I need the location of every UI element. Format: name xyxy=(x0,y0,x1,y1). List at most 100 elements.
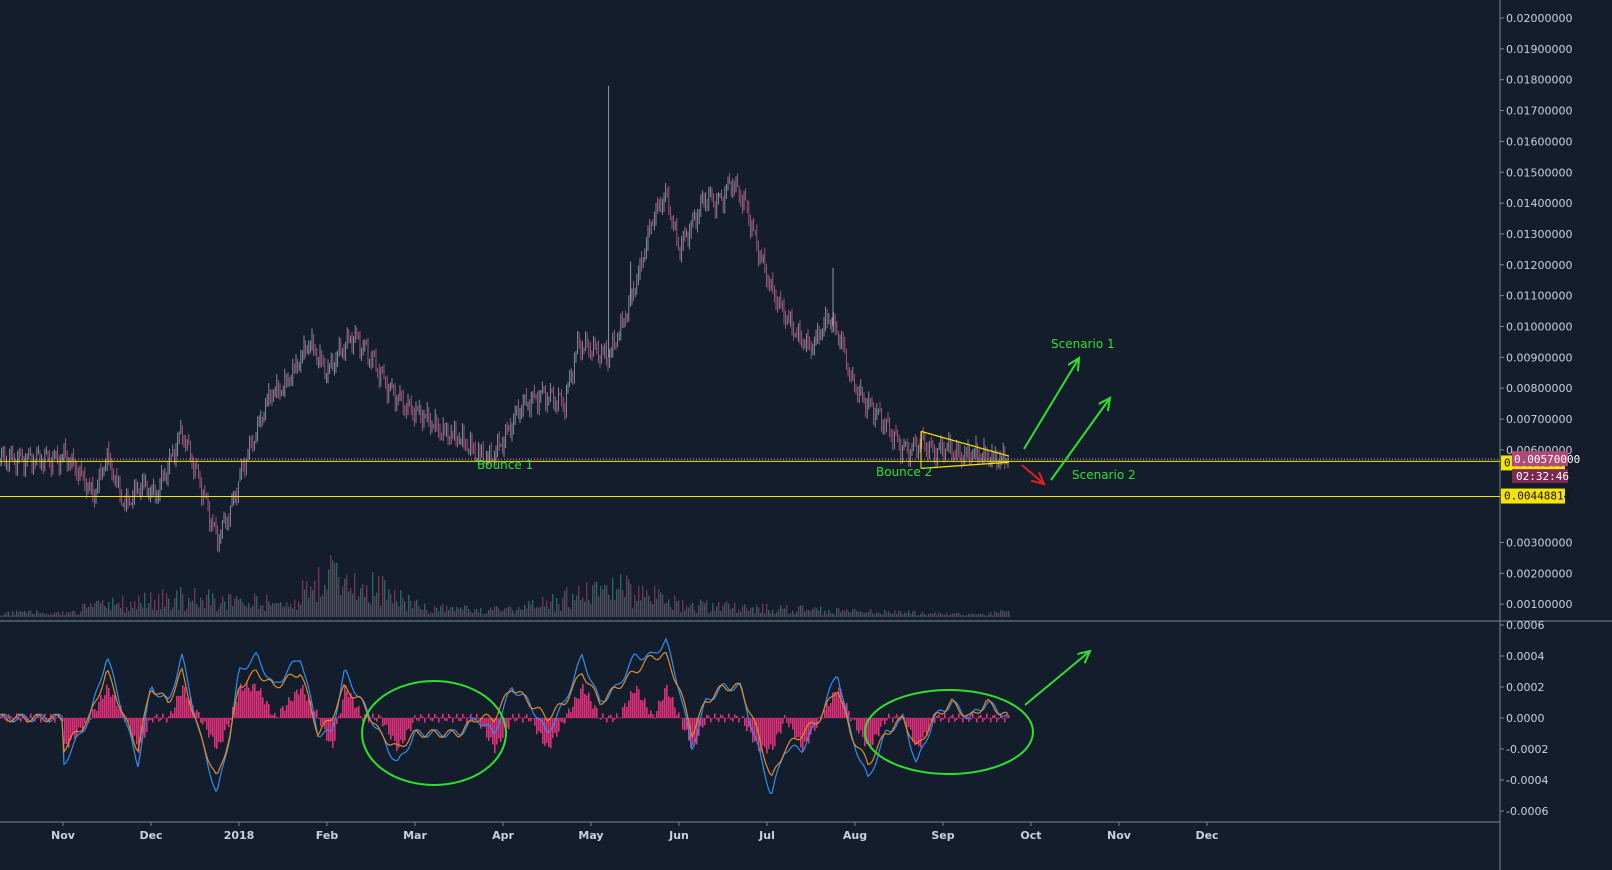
volume-bar xyxy=(694,610,696,617)
volume-bar xyxy=(110,609,112,617)
volume-bar xyxy=(1000,610,1002,617)
volume-bar xyxy=(754,613,756,617)
volume-bar xyxy=(720,611,722,617)
osc-histogram-bar xyxy=(700,718,702,727)
volume-bar xyxy=(962,614,964,617)
osc-histogram-bar xyxy=(38,716,40,718)
volume-bar xyxy=(966,615,968,617)
volume-bar xyxy=(314,580,316,617)
volume-bar xyxy=(722,605,724,617)
volume-bar xyxy=(984,615,986,617)
osc-histogram-bar xyxy=(86,717,88,719)
volume-bar xyxy=(450,607,452,617)
volume-bar xyxy=(304,589,306,617)
osc-histogram-bar xyxy=(612,718,614,722)
volume-bar xyxy=(420,608,422,617)
osc-histogram-bar xyxy=(634,693,636,718)
osc-histogram-bar xyxy=(408,718,410,729)
x-tick-label: Sep xyxy=(931,829,954,842)
osc-histogram-bar xyxy=(334,718,336,741)
volume-bar xyxy=(250,607,252,617)
volume-bar xyxy=(280,602,282,617)
volume-bar xyxy=(814,606,816,617)
osc-histogram-bar xyxy=(216,718,218,749)
volume-bar xyxy=(246,607,248,617)
volume-bar xyxy=(164,606,166,617)
osc-histogram-bar xyxy=(614,718,616,720)
volume-bar xyxy=(244,605,246,617)
osc-histogram-bar xyxy=(562,718,564,723)
volume-bar xyxy=(118,602,120,617)
volume-bar xyxy=(692,602,694,617)
volume-bar xyxy=(346,574,348,617)
volume-bar xyxy=(940,613,942,617)
volume-bar xyxy=(82,603,84,617)
osc-histogram-bar xyxy=(934,718,936,723)
osc-histogram-bar xyxy=(738,718,740,723)
y-tick-label: 0.01500000 xyxy=(1506,166,1572,179)
osc-histogram-bar xyxy=(952,714,954,718)
volume-bar xyxy=(478,612,480,617)
volume-bar xyxy=(50,613,52,617)
volume-bar xyxy=(14,614,16,617)
volume-bar xyxy=(594,581,596,617)
volume-bar xyxy=(268,601,270,617)
osc-histogram-bar xyxy=(884,718,886,725)
osc-histogram-bar xyxy=(726,718,728,719)
osc-histogram-bar xyxy=(986,713,988,718)
volume-bar xyxy=(54,612,56,617)
osc-histogram-bar xyxy=(836,694,838,718)
osc-histogram-bar xyxy=(848,710,850,718)
volume-bar xyxy=(436,607,438,617)
osc-histogram-bar xyxy=(30,713,32,718)
volume-bar xyxy=(418,605,420,617)
volume-bar xyxy=(36,610,38,617)
osc-histogram-bar xyxy=(74,718,76,739)
volume-bar xyxy=(798,606,800,617)
osc-histogram-bar xyxy=(786,718,788,723)
osc-histogram-bar xyxy=(102,698,104,718)
osc-histogram-bar xyxy=(540,718,542,733)
osc-histogram-bar xyxy=(416,718,418,721)
osc-histogram-bar xyxy=(242,690,244,718)
osc-histogram-bar xyxy=(354,708,356,718)
volume-bar xyxy=(212,593,214,617)
volume-bar xyxy=(232,606,234,617)
volume-bar xyxy=(272,603,274,617)
volume-bar xyxy=(342,586,344,617)
volume-bar xyxy=(440,606,442,617)
osc-histogram-bar xyxy=(164,717,166,719)
volume-bar xyxy=(648,595,650,617)
scenario-1-arrow xyxy=(1023,358,1079,450)
osc-histogram-bar xyxy=(456,713,458,718)
osc-histogram-bar xyxy=(352,697,354,718)
osc-histogram-bar xyxy=(484,718,486,727)
volume-bar xyxy=(398,606,400,617)
osc-histogram-bar xyxy=(638,689,640,718)
volume-bar xyxy=(94,603,96,617)
osc-histogram-bar xyxy=(398,718,400,748)
osc-histogram-bar xyxy=(488,718,490,741)
osc-histogram-bar xyxy=(282,705,284,718)
volume-bar xyxy=(116,604,118,617)
osc-histogram-bar xyxy=(610,714,612,718)
volume-bar xyxy=(150,591,152,617)
volume-bar xyxy=(320,596,322,617)
volume-bar xyxy=(640,600,642,617)
volume-bar xyxy=(790,613,792,617)
osc-histogram-bar xyxy=(270,714,272,718)
volume-bar xyxy=(696,612,698,617)
volume-bar xyxy=(148,603,150,617)
osc-histogram-bar xyxy=(360,716,362,718)
volume-bar xyxy=(604,584,606,617)
volume-bar xyxy=(642,585,644,617)
osc-histogram-bar xyxy=(362,718,364,722)
volume-bar xyxy=(788,614,790,617)
volume-bar xyxy=(558,603,560,617)
osc-histogram-bar xyxy=(572,706,574,718)
volume-bar xyxy=(114,604,116,617)
volume-bar xyxy=(666,602,668,617)
volume-bar xyxy=(354,573,356,617)
osc-histogram-bar xyxy=(852,718,854,720)
scenario-1-label: Scenario 1 xyxy=(1051,337,1115,351)
